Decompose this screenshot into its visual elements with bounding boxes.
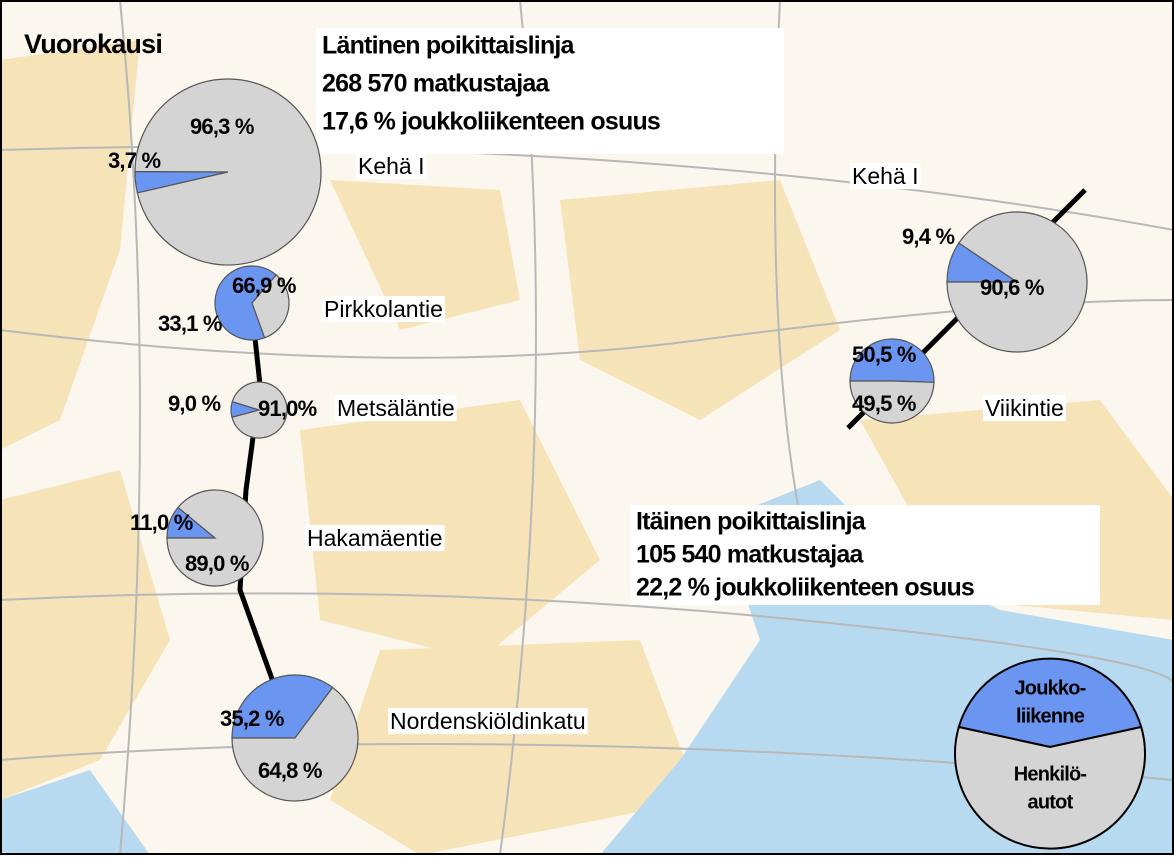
name-bg: [388, 708, 588, 735]
name-bg: [850, 163, 921, 190]
pie-label: 33,1 %: [158, 311, 222, 336]
map-title: Vuorokausi: [24, 29, 162, 59]
pie-slice: [231, 686, 359, 802]
label-box: [316, 28, 784, 154]
line-summary: 17,6 % joukkoliikenteen osuus: [322, 108, 660, 136]
station-name: Kehä I: [358, 153, 425, 179]
name-bg: [356, 153, 427, 180]
pie-slice: [134, 78, 322, 266]
name-bg: [322, 296, 445, 323]
pie-slice: [231, 674, 334, 739]
line-summary: 268 570 matkustajaa: [322, 70, 551, 98]
legend-cars: [954, 725, 1146, 850]
station-name: Hakamäentie: [307, 525, 443, 551]
name-bg: [983, 395, 1066, 422]
name-bg: [335, 395, 457, 422]
legend-label: autot: [1028, 791, 1074, 813]
station-name: Viikintie: [985, 395, 1064, 421]
pie-label: 9,0 %: [168, 391, 220, 416]
pie-slice: [849, 380, 935, 424]
pie-slice: [849, 338, 935, 383]
line-summary: 105 540 matkustajaa: [636, 541, 865, 569]
pie-label: 49,5 %: [852, 391, 916, 416]
line-summary: Itäinen poikittaislinja: [636, 508, 867, 536]
pie-label: 90,6 %: [980, 275, 1044, 300]
legend-label: Henkilö-: [1014, 763, 1087, 785]
name-bg: [305, 525, 445, 552]
label-box: [630, 505, 1100, 605]
pie-label: 35,2 %: [220, 706, 284, 731]
pie-label: 96,3 %: [190, 114, 254, 139]
station-name: Kehä I: [852, 163, 919, 189]
built-areas: [0, 40, 1174, 855]
pie-label: 66,9 %: [232, 273, 296, 298]
legend-label: Joukko-: [1014, 677, 1085, 699]
content: Vuorokausi Läntinen poikittaislinja 268 57…: [24, 29, 1146, 850]
pie-label: 11,0 %: [130, 510, 193, 535]
pie-slice: [214, 265, 278, 341]
legend-transit: [957, 657, 1143, 749]
station-name: Pirkkolantie: [324, 296, 443, 322]
pie-label: 3,7 %: [108, 148, 160, 173]
station-name: Metsäläntie: [337, 395, 455, 421]
line-summary: Läntinen poikittaislinja: [322, 32, 576, 60]
pie-label: 9,4 %: [902, 224, 954, 249]
pie-label: 89,0 %: [185, 551, 249, 576]
pie-slice: [946, 211, 1088, 353]
line-summary: 22,2 % joukkoliikenteen osuus: [636, 574, 974, 602]
legend-label: liikenne: [1016, 705, 1085, 727]
pie-slice: [231, 381, 288, 439]
pie-label: 64,8 %: [258, 758, 322, 783]
pie-label: 91,0%: [258, 396, 317, 421]
pie-slice: [166, 489, 264, 587]
pie-slice: [251, 274, 290, 339]
pie-label: 50,5 %: [852, 342, 916, 367]
station-name: Nordenskiöldinkatu: [390, 708, 586, 734]
